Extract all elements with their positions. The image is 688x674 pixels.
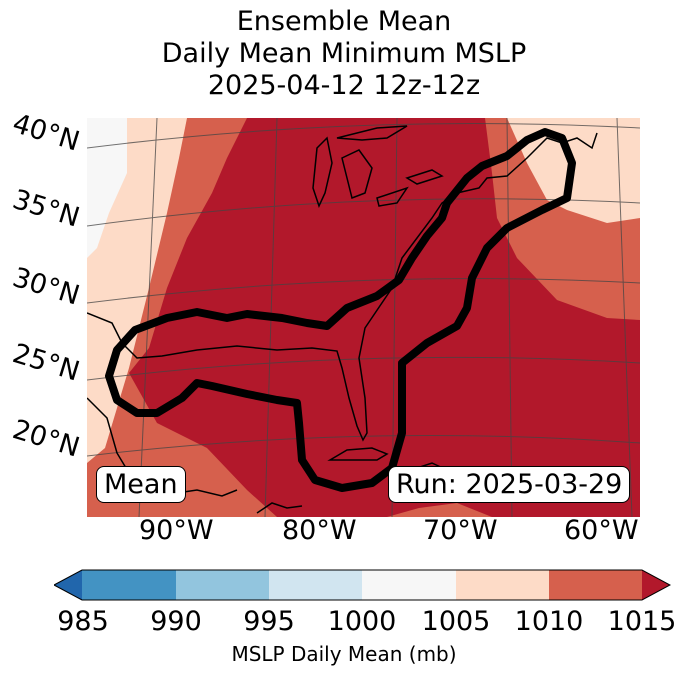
title-line-3: 2025-04-12 12z-12z xyxy=(207,70,481,101)
contour-outline xyxy=(105,128,576,492)
field-1000-1005-west xyxy=(87,118,127,258)
lon-label-60w: 60°W xyxy=(564,515,639,546)
colorbar-extend-low xyxy=(54,570,82,600)
lat-label-30: 30°N xyxy=(8,262,84,312)
lon-label-80w: 80°W xyxy=(282,515,357,546)
colorbar-tick-1015: 1015 xyxy=(607,606,677,637)
lon-label-90w: 90°W xyxy=(139,515,214,546)
colorbar-bin-995-1000 xyxy=(269,570,362,600)
field-above-1015 xyxy=(129,118,640,517)
colorbar-tick-1005: 1005 xyxy=(421,606,491,637)
title-line-2: Daily Mean Minimum MSLP xyxy=(161,38,527,69)
colorbar-tick-1010: 1010 xyxy=(514,606,584,637)
lat-label-40: 40°N xyxy=(8,108,84,158)
colorbar-label: MSLP Daily Mean (mb) xyxy=(231,642,457,666)
lat-label-35: 35°N xyxy=(8,184,84,234)
colorbar-bin-1010-1015 xyxy=(549,570,642,600)
lat-label-25: 25°N xyxy=(8,338,84,388)
colorbar-outline xyxy=(54,569,671,601)
mslp-map xyxy=(87,118,640,517)
colorbar xyxy=(54,569,671,601)
colorbar-extend-high xyxy=(642,570,670,600)
colorbar-bin-990-995 xyxy=(176,570,269,600)
lat-label-20: 20°N xyxy=(8,414,84,464)
title-line-1: Ensemble Mean xyxy=(236,6,452,37)
run-date-box: Run: 2025-03-29 xyxy=(388,466,631,503)
mean-label-box: Mean xyxy=(96,466,186,503)
colorbar-tick-1000: 1000 xyxy=(327,606,397,637)
colorbar-bin-985-990 xyxy=(82,570,176,600)
colorbar-bin-1005-1010 xyxy=(456,570,549,600)
colorbar-bin-1000-1005 xyxy=(362,570,456,600)
colorbar-tick-985: 985 xyxy=(57,606,109,637)
colorbar-tick-990: 990 xyxy=(150,606,202,637)
colorbar-tick-995: 995 xyxy=(243,606,295,637)
lon-label-70w: 70°W xyxy=(423,515,498,546)
